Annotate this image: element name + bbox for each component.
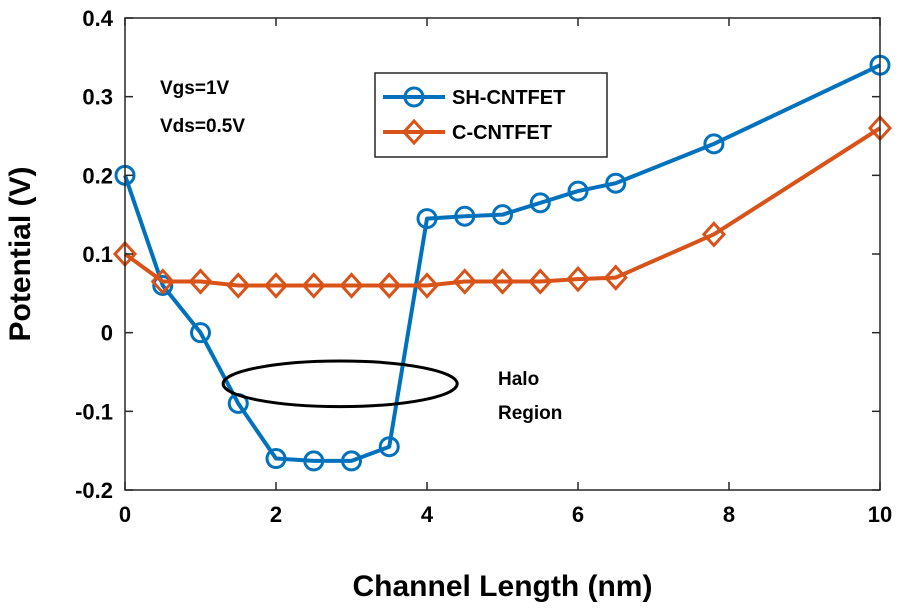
- y-tick-label: 0.4: [82, 6, 113, 31]
- data-point-c-cntfet: [452, 268, 477, 295]
- x-tick-label: 2: [270, 502, 282, 527]
- y-tick-label: -0.1: [75, 399, 113, 424]
- data-point-c-cntfet: [226, 272, 251, 299]
- x-tick-label: 4: [421, 502, 434, 527]
- legend-label-c-cntfet: C-CNTFET: [452, 122, 552, 144]
- data-point-c-cntfet: [377, 272, 402, 299]
- legend: SH-CNTFET C-CNTFET: [374, 72, 608, 158]
- data-point-c-cntfet: [188, 268, 213, 295]
- data-point-sh-cntfet: [378, 436, 400, 458]
- data-point-sh-cntfet: [703, 133, 725, 155]
- x-axis-label: Channel Length (nm): [353, 570, 653, 603]
- x-tick-label: 6: [572, 502, 584, 527]
- legend-marker-c-cntfet: [401, 118, 427, 146]
- y-axis-label: Potential (V): [4, 166, 37, 341]
- vgs-annotation: Vgs=1V: [160, 78, 230, 99]
- x-tick-label: 10: [868, 502, 892, 527]
- data-point-c-cntfet: [565, 265, 591, 293]
- legend-marker-sh-cntfet: [403, 86, 425, 108]
- data-point-sh-cntfet: [529, 192, 551, 214]
- data-point-c-cntfet: [263, 272, 289, 299]
- data-point-sh-cntfet: [341, 450, 362, 472]
- data-point-c-cntfet: [490, 268, 515, 295]
- halo-label-line1: Halo: [498, 369, 539, 390]
- data-point-sh-cntfet: [303, 450, 325, 472]
- y-tick-label: 0: [101, 321, 113, 346]
- y-tick-label: 0.3: [82, 85, 113, 110]
- data-point-sh-cntfet: [265, 448, 287, 470]
- y-tick-label: 0.1: [82, 242, 113, 267]
- axis-layer: 0 2 4 6 8 10 0.4 0.3 0.2 0.1 0 -0.1 -0.2: [75, 6, 892, 527]
- legend-box: [374, 72, 608, 158]
- series-line-sh-cntfet: [123, 63, 881, 463]
- x-tick-label: 0: [119, 502, 131, 527]
- data-point-c-cntfet: [150, 268, 175, 295]
- series-line-c-cntfet: [123, 126, 882, 288]
- data-point-sh-cntfet: [567, 180, 589, 202]
- data-point-c-cntfet: [603, 264, 628, 291]
- halo-label-line2: Region: [498, 403, 562, 424]
- data-point-sh-cntfet: [190, 322, 211, 344]
- data-point-c-cntfet: [301, 272, 326, 299]
- data-point-sh-cntfet: [454, 205, 476, 227]
- data-point-c-cntfet: [528, 268, 553, 295]
- vds-annotation: Vds=0.5V: [160, 116, 245, 137]
- legend-label-sh-cntfet: SH-CNTFET: [452, 87, 565, 109]
- data-point-sh-cntfet: [416, 208, 438, 230]
- data-point-c-cntfet: [701, 221, 726, 248]
- data-point-sh-cntfet: [605, 172, 627, 194]
- x-tick-label: 8: [723, 502, 735, 527]
- data-point-sh-cntfet: [492, 204, 513, 226]
- y-tick-label: 0.2: [82, 163, 113, 188]
- data-point-c-cntfet: [339, 272, 364, 299]
- annotation-layer: Vgs=1V Vds=0.5V Halo Region: [160, 78, 562, 424]
- data-point-c-cntfet: [414, 272, 440, 299]
- y-tick-label: -0.2: [75, 478, 113, 503]
- halo-region-ellipse: [221, 359, 459, 409]
